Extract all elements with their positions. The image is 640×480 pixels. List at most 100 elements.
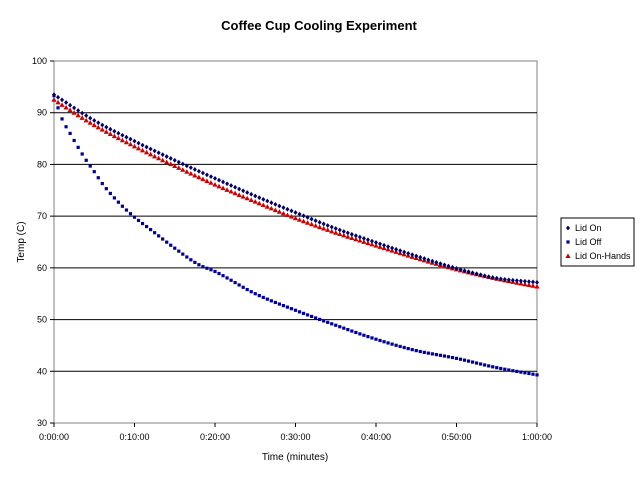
data-point [418, 349, 422, 354]
data-point [450, 264, 455, 270]
data-point [442, 354, 447, 358]
data-point [96, 176, 100, 180]
data-point [281, 205, 286, 211]
data-point [204, 178, 210, 183]
y-tick-label: 100 [32, 56, 47, 66]
x-tick-label: 0:30:00 [280, 432, 310, 442]
data-point [458, 267, 463, 272]
data-point [84, 158, 88, 162]
data-point [535, 373, 539, 377]
data-point [180, 161, 185, 167]
data-marks [51, 92, 540, 377]
data-point [378, 241, 383, 247]
data-point [333, 226, 338, 231]
data-point [390, 342, 394, 346]
data-point [390, 245, 395, 251]
data-point [366, 335, 370, 339]
data-point [385, 246, 391, 252]
data-point [394, 343, 398, 347]
data-point [184, 163, 189, 169]
data-point [386, 341, 390, 345]
data-point [144, 224, 149, 229]
data-point [257, 294, 261, 298]
data-point [140, 221, 145, 226]
data-point [140, 142, 145, 148]
data-point [434, 353, 438, 357]
data-point [354, 330, 358, 335]
data-point [99, 127, 105, 132]
data-point [88, 115, 93, 121]
data-point [285, 305, 290, 309]
data-point [185, 255, 189, 259]
data-point [172, 163, 178, 168]
data-point [217, 271, 221, 276]
data-point [325, 223, 330, 228]
data-point [237, 283, 241, 287]
data-point [466, 269, 471, 275]
data-point [373, 243, 379, 248]
data-point [454, 356, 459, 360]
legend: Lid On Lid Off Lid On-Hands [560, 217, 635, 267]
y-tick-label: 30 [37, 418, 47, 428]
data-point [87, 120, 93, 125]
x-tick-label: 0:50:00 [441, 432, 471, 442]
data-point [535, 279, 539, 285]
data-point [418, 254, 423, 260]
data-point [103, 129, 109, 134]
data-point [386, 244, 391, 250]
data-point [334, 323, 338, 327]
data-point [196, 168, 201, 174]
data-point [213, 269, 217, 274]
data-point [281, 303, 286, 308]
data-point [519, 370, 523, 374]
data-point [301, 213, 306, 219]
data-point [168, 156, 173, 161]
data-point [346, 328, 350, 332]
data-point [530, 279, 535, 285]
data-point [345, 230, 350, 236]
data-point [153, 231, 157, 235]
data-point [169, 243, 173, 247]
data-point [257, 195, 262, 201]
data-point [249, 191, 254, 197]
data-point [51, 97, 57, 102]
data-point [353, 236, 359, 242]
data-point [514, 278, 519, 284]
data-point [382, 242, 387, 248]
data-point [55, 99, 61, 105]
data-point [156, 155, 162, 161]
data-point [410, 252, 415, 258]
data-point [177, 249, 181, 253]
data-point [510, 277, 515, 283]
data-point [119, 137, 126, 143]
data-point [402, 249, 407, 255]
data-point [370, 336, 374, 340]
data-point [321, 221, 326, 227]
data-point [100, 181, 104, 186]
data-point [422, 350, 426, 354]
y-tick-label: 40 [37, 366, 47, 376]
data-point [280, 210, 287, 216]
data-point [107, 131, 113, 136]
data-point [200, 176, 206, 182]
data-point [479, 362, 483, 366]
data-point [450, 355, 455, 360]
data-point [426, 257, 431, 263]
data-point [313, 223, 319, 228]
data-point [458, 357, 463, 361]
data-point [112, 196, 116, 200]
data-point [534, 283, 540, 289]
data-point [176, 165, 182, 170]
data-point [68, 131, 72, 135]
data-point [369, 241, 375, 247]
data-point [75, 112, 81, 118]
data-point [264, 204, 270, 209]
chart-title: Coffee Cup Cooling Experiment [221, 18, 417, 33]
data-point [438, 353, 442, 357]
data-point [181, 252, 185, 256]
data-point [297, 211, 302, 217]
data-point [518, 278, 523, 284]
data-point [381, 245, 387, 251]
data-point [365, 240, 371, 246]
data-point [337, 227, 342, 233]
